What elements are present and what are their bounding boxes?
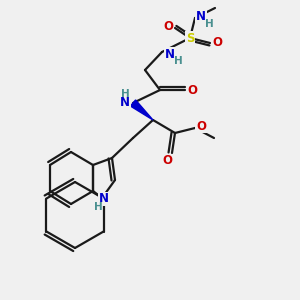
Text: O: O: [162, 154, 172, 167]
Text: N: N: [120, 95, 130, 109]
Text: O: O: [163, 20, 173, 32]
Text: N: N: [165, 47, 175, 61]
Text: S: S: [186, 32, 194, 44]
Polygon shape: [130, 100, 153, 120]
Text: H: H: [121, 89, 129, 99]
Text: H: H: [94, 202, 102, 212]
Text: O: O: [212, 37, 222, 50]
Text: H: H: [205, 19, 213, 29]
Text: O: O: [187, 83, 197, 97]
Text: H: H: [174, 56, 182, 66]
Text: N: N: [99, 193, 109, 206]
Text: O: O: [196, 119, 206, 133]
Text: N: N: [196, 11, 206, 23]
